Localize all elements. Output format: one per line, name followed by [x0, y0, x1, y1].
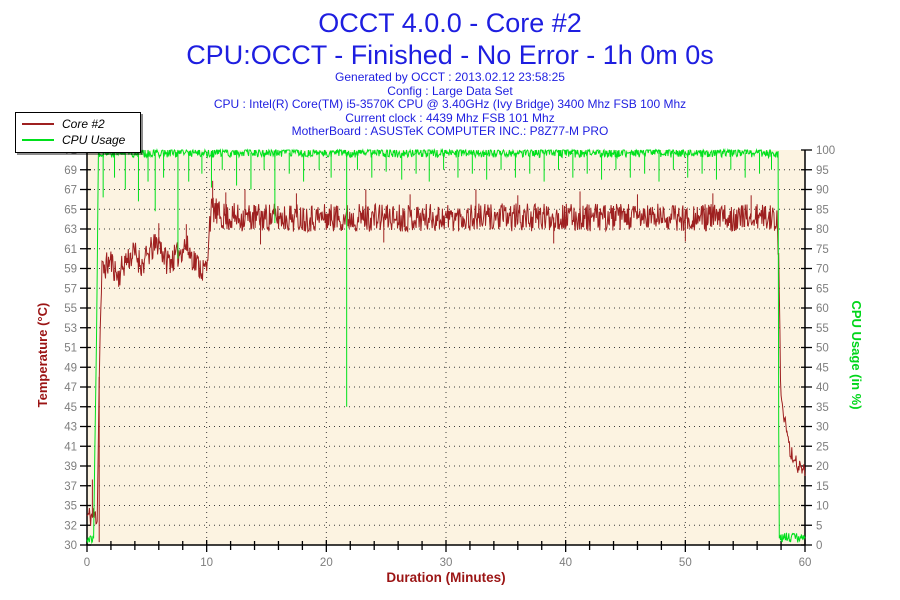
info-cpu: CPU : Intel(R) Core(TM) i5-3570K CPU @ 3…	[213, 97, 687, 111]
y-right-tick-label: 80	[816, 224, 829, 236]
y-right-tick-label: 70	[816, 264, 829, 276]
page-title: OCCT 4.0.0 - Core #2	[318, 8, 582, 38]
y-right-tick-label: 55	[816, 323, 829, 335]
y-left-tick-label: 47	[64, 382, 77, 394]
y-left-tick-label: 59	[64, 264, 77, 276]
y-left-tick-label: 51	[64, 343, 77, 355]
info-generated-by: Generated by OCCT : 2013.02.12 23:58:25	[335, 70, 565, 84]
series-trace-cpu-usage	[86, 148, 806, 545]
y-right-tick-label: 100	[816, 145, 835, 157]
y-left-tick-label: 30	[64, 540, 77, 552]
y-left-tick-label: 61	[64, 244, 77, 256]
y-right-tick-label: 90	[816, 185, 829, 197]
y-left-tick-label: 67	[64, 185, 77, 197]
y-left-tick-label: 41	[64, 441, 77, 453]
legend-label-core2: Core #2	[62, 117, 105, 131]
y-right-tick-label: 65	[816, 283, 829, 295]
x-tick-label: 20	[320, 557, 333, 569]
x-tick-label: 0	[84, 557, 90, 569]
y-left-tick-label: 43	[64, 422, 77, 434]
legend-item-cpu-usage: CPU Usage	[22, 132, 134, 148]
y-right-tick-label: 45	[816, 362, 829, 374]
y-left-tick-label: 57	[64, 283, 77, 295]
y-right-tick-label: 75	[816, 244, 829, 256]
info-motherboard: MotherBoard : ASUSTeK COMPUTER INC.: P8Z…	[291, 124, 609, 138]
y-left-tick-label: 63	[64, 224, 77, 236]
y-left-tick-label: 35	[64, 501, 77, 513]
y-right-tick-label: 15	[816, 481, 829, 493]
y-left-tick-label: 69	[64, 165, 77, 177]
y-left-tick-label: 45	[64, 402, 77, 414]
y-left-tick-label: 32	[64, 520, 77, 532]
y-left-tick-label: 55	[64, 303, 77, 315]
y-right-tick-label: 35	[816, 402, 829, 414]
y-right-tick-label: 40	[816, 382, 829, 394]
y-right-tick-label: 5	[816, 520, 822, 532]
x-axis-title: Duration (Minutes)	[386, 570, 505, 585]
x-tick-label: 50	[679, 557, 692, 569]
legend-label-cpu-usage: CPU Usage	[62, 133, 126, 147]
y-left-tick-label: 53	[64, 323, 77, 335]
y-right-tick-label: 25	[816, 441, 829, 453]
x-tick-label: 30	[440, 557, 453, 569]
y-right-tick-label: 95	[816, 165, 829, 177]
cpu-usage-line-swatch	[22, 139, 54, 141]
info-config: Config : Large Data Set	[387, 83, 513, 98]
y-left-tick-label: 49	[64, 362, 77, 374]
y-right-tick-label: 30	[816, 422, 829, 434]
y-right-axis-title: CPU Usage (in %)	[849, 300, 864, 409]
y-left-tick-label: 37	[64, 481, 77, 493]
y-right-tick-label: 85	[816, 204, 829, 216]
info-current-clock: Current clock : 4439 Mhz FSB 101 Mhz	[345, 110, 555, 125]
x-tick-label: 10	[200, 557, 213, 569]
chart-legend: Core #2 CPU Usage	[15, 112, 141, 153]
y-right-tick-label: 20	[816, 461, 829, 473]
y-left-tick-label: 39	[64, 461, 77, 473]
legend-item-core2: Core #2	[22, 116, 134, 132]
x-tick-label: 40	[559, 557, 572, 569]
x-tick-label: 60	[799, 557, 812, 569]
page-subtitle: CPU:OCCT - Finished - No Error - 1h 0m 0…	[186, 40, 714, 70]
y-right-tick-label: 10	[816, 501, 829, 513]
y-left-tick-label: 65	[64, 204, 77, 216]
y-left-axis-title: Temperature (°C)	[35, 303, 50, 408]
series-trace-core-2	[86, 197, 806, 526]
y-right-tick-label: 60	[816, 303, 829, 315]
y-right-tick-label: 50	[816, 343, 829, 355]
y-right-tick-label: 0	[816, 540, 822, 552]
core2-line-swatch	[22, 123, 54, 125]
